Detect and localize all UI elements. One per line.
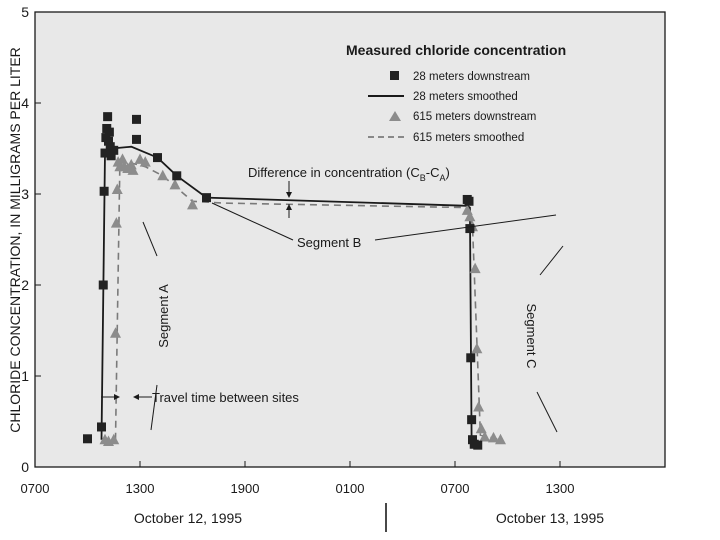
travel-time-label: Travel time between sites [152, 390, 299, 405]
annotation-travel-time: Travel time between sites [101, 390, 299, 405]
y-tick-label: 5 [21, 4, 29, 20]
x-tick-label: 0100 [336, 481, 365, 496]
marker-28m-downstream [109, 145, 119, 155]
legend: Measured chloride concentration 28 meter… [346, 42, 566, 144]
marker-615m-downstream [110, 217, 122, 228]
annotation-segment-a: Segment A [142, 221, 171, 431]
marker-615m-downstream [127, 164, 139, 175]
marker-615m-downstream [111, 183, 123, 194]
marker-615m-downstream [139, 156, 151, 167]
marker-615m-downstream [169, 178, 181, 190]
marker-28m-downstream [104, 127, 114, 137]
plot-background [35, 12, 665, 467]
legend-label-28-smoothed: 28 meters smoothed [413, 91, 518, 103]
segment-a-leader-bottom [150, 384, 158, 431]
legend-title: Measured chloride concentration [346, 42, 566, 58]
marker-28m-downstream [473, 440, 483, 450]
segment-b-leader-right [374, 214, 557, 241]
legend-label-615-smoothed: 615 meters smoothed [413, 132, 524, 144]
marker-28m-downstream [99, 186, 109, 196]
difference-arrowhead-bottom [286, 204, 292, 210]
marker-615m-downstream [108, 433, 120, 445]
marker-615m-downstream [479, 430, 491, 442]
marker-28m-downstream [464, 196, 474, 206]
marker-615m-downstream [464, 210, 476, 222]
marker-28m-downstream [100, 148, 110, 158]
y-tick-label: 1 [21, 368, 29, 384]
marker-615m-downstream [488, 431, 499, 443]
marker-615m-downstream [473, 400, 485, 412]
marker-28m-downstream [97, 422, 106, 432]
x-tick-label: 0700 [21, 481, 50, 496]
marker-615m-downstream [117, 153, 128, 164]
marker-28m-downstream [465, 224, 475, 234]
legend-square-marker [390, 71, 399, 80]
date-label-day2: October 13, 1995 [496, 510, 604, 526]
marker-28m-downstream [98, 280, 108, 290]
y-tick-label: 4 [21, 95, 29, 111]
legend-label-615-downstream: 615 meters downstream [413, 111, 536, 123]
marker-28m-downstream [467, 415, 477, 425]
marker-28m-downstream [104, 136, 113, 146]
annotation-segment-c: Segment C [524, 245, 564, 433]
y-axis-ticks: 0 1 2 3 4 5 [21, 4, 41, 475]
segment-b-label: Segment B [297, 235, 361, 250]
x-tick-label: 0700 [441, 481, 470, 496]
segment-c-leader-bottom [536, 391, 558, 433]
annotation-difference: Difference in concentration (CB-CA) [248, 165, 450, 218]
marker-28m-downstream [466, 353, 476, 363]
marker-28m-downstream [153, 153, 162, 163]
x-axis-ticks: 0700 1300 1900 0100 0700 1300 [21, 461, 575, 496]
x-tick-label: 1300 [126, 481, 155, 496]
marker-28m-downstream [132, 134, 141, 144]
marker-615m-downstream [475, 422, 487, 434]
marker-28m-downstream [172, 171, 182, 181]
y-tick-label: 0 [21, 459, 29, 475]
y-tick-label: 2 [21, 277, 29, 293]
x-tick-label: 1300 [546, 481, 575, 496]
marker-615m-downstream [187, 198, 198, 210]
segment-b-leader-left [211, 202, 294, 241]
date-label-day1: October 12, 1995 [134, 510, 242, 526]
marker-615m-downstream [110, 327, 121, 338]
segment-c-label: Segment C [524, 303, 539, 368]
marker-28m-downstream [468, 435, 477, 445]
segment-a-leader-top [142, 221, 158, 257]
marker-28m-downstream [103, 112, 113, 122]
x-tick-label: 1900 [231, 481, 260, 496]
marker-28m-downstream [132, 114, 141, 124]
difference-arrowhead-top [286, 192, 292, 198]
series-markers [83, 112, 506, 450]
y-axis-label: CHLORIDE CONCENTRATION, IN MILLIGRAMS PE… [7, 47, 23, 433]
segment-a-label: Segment A [156, 284, 171, 348]
marker-28m-downstream [106, 151, 116, 161]
travel-arrowhead-left [114, 394, 120, 400]
annotation-segment-b: Segment B [211, 202, 557, 250]
marker-615m-downstream [157, 169, 169, 181]
marker-615m-downstream [469, 262, 481, 274]
segment-c-leader-top [539, 245, 564, 276]
y-tick-label: 3 [21, 186, 29, 202]
travel-arrowhead-right [133, 394, 139, 400]
legend-triangle-marker [389, 111, 401, 121]
marker-615m-downstream [495, 433, 506, 445]
marker-28m-downstream [202, 193, 211, 203]
marker-28m-downstream [83, 434, 92, 444]
legend-label-28-downstream: 28 meters downstream [413, 71, 530, 83]
marker-615m-downstream [471, 342, 483, 354]
difference-text: Difference in concentration (CB-CA) [248, 165, 450, 183]
